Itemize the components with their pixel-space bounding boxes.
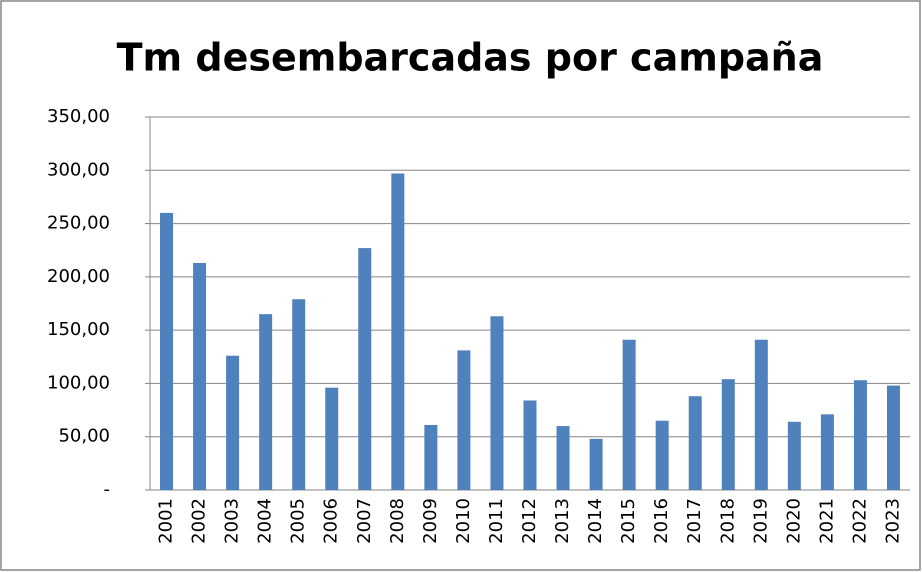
x-tick-label: 2021 — [816, 498, 837, 544]
chart-title: Tm desembarcadas por campaña — [117, 36, 824, 80]
x-tick-label: 2006 — [321, 498, 342, 544]
bar — [358, 248, 372, 490]
bar — [622, 339, 636, 490]
x-tick-label: 2014 — [585, 498, 606, 544]
y-tick-label: 300,00 — [47, 159, 110, 180]
x-tick-label: 2023 — [882, 498, 903, 544]
bar — [193, 263, 207, 490]
bar — [424, 424, 438, 490]
bar — [787, 421, 801, 490]
x-tick-label: 2007 — [354, 498, 375, 544]
bar — [589, 438, 603, 490]
x-tick-label: 2016 — [651, 498, 672, 544]
bar — [292, 299, 306, 490]
x-tick-label: 2012 — [519, 498, 540, 544]
bar — [820, 414, 834, 490]
y-tick-label: 50,00 — [58, 426, 110, 447]
y-tick-label: 100,00 — [47, 372, 110, 393]
bar — [325, 387, 339, 490]
bar — [259, 314, 273, 490]
bar — [457, 350, 471, 490]
x-tick-label: 2002 — [189, 498, 210, 544]
x-tick-label: 2009 — [420, 498, 441, 544]
bar — [523, 400, 537, 490]
bar — [688, 396, 702, 490]
x-tick-label: 2013 — [552, 498, 573, 544]
x-tick-label: 2011 — [486, 498, 507, 544]
y-tick-label: 200,00 — [47, 266, 110, 287]
x-tick-label: 2017 — [684, 498, 705, 544]
x-tick-label: 2019 — [750, 498, 771, 544]
x-tick-label: 2001 — [156, 498, 177, 544]
bar — [490, 316, 504, 490]
x-tick-label: 2018 — [717, 498, 738, 544]
y-tick-label: 150,00 — [47, 319, 110, 340]
x-tick-label: 2005 — [288, 498, 309, 544]
y-tick-label: - — [104, 479, 111, 500]
bar — [754, 339, 768, 490]
x-tick-label: 2020 — [783, 498, 804, 544]
x-tick-label: 2010 — [453, 498, 474, 544]
x-tick-label: 2008 — [387, 498, 408, 544]
bar — [160, 212, 174, 490]
y-tick-label: 350,00 — [47, 106, 110, 127]
x-tick-label: 2004 — [255, 498, 276, 544]
bar — [886, 385, 900, 490]
y-tick-label: 250,00 — [47, 213, 110, 234]
bar — [721, 379, 735, 490]
bar — [391, 173, 405, 491]
bar — [226, 355, 240, 490]
bar — [655, 420, 669, 490]
x-tick-label: 2003 — [222, 498, 243, 544]
x-tick-label: 2022 — [849, 498, 870, 544]
bar — [853, 380, 867, 490]
bar — [556, 426, 570, 490]
x-tick-label: 2015 — [618, 498, 639, 544]
